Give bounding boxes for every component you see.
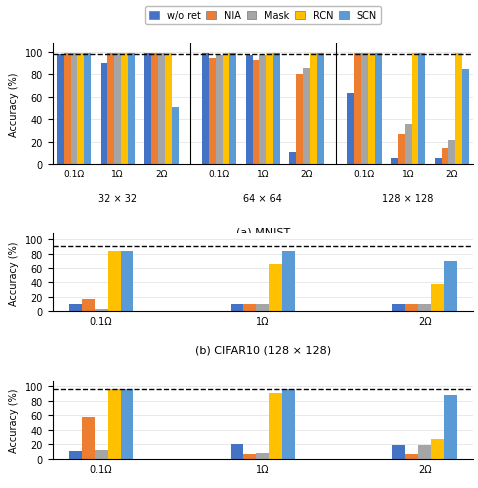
Bar xyxy=(114,54,121,164)
Bar xyxy=(108,252,120,312)
Bar xyxy=(303,68,310,164)
Bar xyxy=(144,54,151,164)
Legend: w/o ret, NIA, Mask, RCN, SCN: w/o ret, NIA, Mask, RCN, SCN xyxy=(145,7,380,25)
Bar xyxy=(69,305,82,312)
Bar xyxy=(270,393,282,459)
Bar xyxy=(158,54,165,164)
Bar xyxy=(412,54,418,164)
Text: 128 × 128: 128 × 128 xyxy=(382,194,434,203)
Bar xyxy=(348,94,354,164)
Bar xyxy=(392,305,405,312)
Text: 32 × 32: 32 × 32 xyxy=(98,194,137,203)
Bar xyxy=(368,54,375,164)
Bar xyxy=(405,124,412,164)
Bar xyxy=(151,54,158,164)
Bar xyxy=(282,252,295,312)
Bar xyxy=(120,389,133,459)
Bar xyxy=(256,453,270,459)
Bar xyxy=(317,54,324,164)
Bar xyxy=(405,454,418,459)
Bar xyxy=(448,141,455,164)
Bar xyxy=(296,75,303,164)
Text: (b) CIFAR10 (128 × 128): (b) CIFAR10 (128 × 128) xyxy=(195,345,331,354)
Bar xyxy=(100,64,108,164)
Text: 64 × 64: 64 × 64 xyxy=(243,194,282,203)
Bar xyxy=(64,54,71,164)
Bar xyxy=(69,451,82,459)
Bar xyxy=(82,418,95,459)
Bar xyxy=(229,54,236,164)
Bar xyxy=(230,444,243,459)
Bar xyxy=(246,56,252,164)
Bar xyxy=(310,54,317,164)
Y-axis label: Accuracy (%): Accuracy (%) xyxy=(9,387,19,452)
Text: (a) MNIST: (a) MNIST xyxy=(236,227,290,238)
Bar xyxy=(243,454,256,459)
Bar xyxy=(243,305,256,312)
Bar xyxy=(172,108,178,164)
Bar xyxy=(165,54,172,164)
Bar xyxy=(266,54,273,164)
Bar xyxy=(270,265,282,312)
Bar xyxy=(391,159,398,164)
Y-axis label: Accuracy (%): Accuracy (%) xyxy=(9,241,19,305)
Bar xyxy=(375,54,381,164)
Bar xyxy=(442,149,448,164)
Bar xyxy=(71,54,77,164)
Bar xyxy=(455,54,462,164)
Bar xyxy=(120,251,133,312)
Bar xyxy=(216,56,223,164)
Bar xyxy=(82,300,95,312)
Bar xyxy=(202,54,209,164)
Bar xyxy=(108,54,114,164)
Bar xyxy=(418,54,425,164)
Bar xyxy=(418,305,431,312)
Bar xyxy=(444,261,457,312)
Bar xyxy=(392,445,405,459)
Bar xyxy=(418,445,431,459)
Bar xyxy=(230,305,243,312)
Bar xyxy=(84,54,91,164)
Bar xyxy=(290,152,296,164)
Bar xyxy=(256,305,270,312)
Bar xyxy=(223,54,229,164)
Bar xyxy=(273,54,280,164)
Bar xyxy=(431,439,444,459)
Bar xyxy=(209,59,216,164)
Bar xyxy=(95,450,108,459)
Bar xyxy=(121,54,128,164)
Bar xyxy=(57,55,64,164)
Bar xyxy=(405,305,418,312)
Bar xyxy=(77,54,84,164)
Bar xyxy=(252,61,260,164)
Bar xyxy=(108,389,120,459)
Bar xyxy=(260,56,266,164)
Bar xyxy=(435,159,442,164)
Bar xyxy=(95,309,108,312)
Bar xyxy=(431,285,444,312)
Bar xyxy=(282,389,295,459)
Bar xyxy=(128,54,135,164)
Bar xyxy=(462,70,469,164)
Bar xyxy=(444,395,457,459)
Y-axis label: Accuracy (%): Accuracy (%) xyxy=(9,72,19,137)
Bar xyxy=(361,54,368,164)
Bar xyxy=(398,135,405,164)
Bar xyxy=(354,54,361,164)
